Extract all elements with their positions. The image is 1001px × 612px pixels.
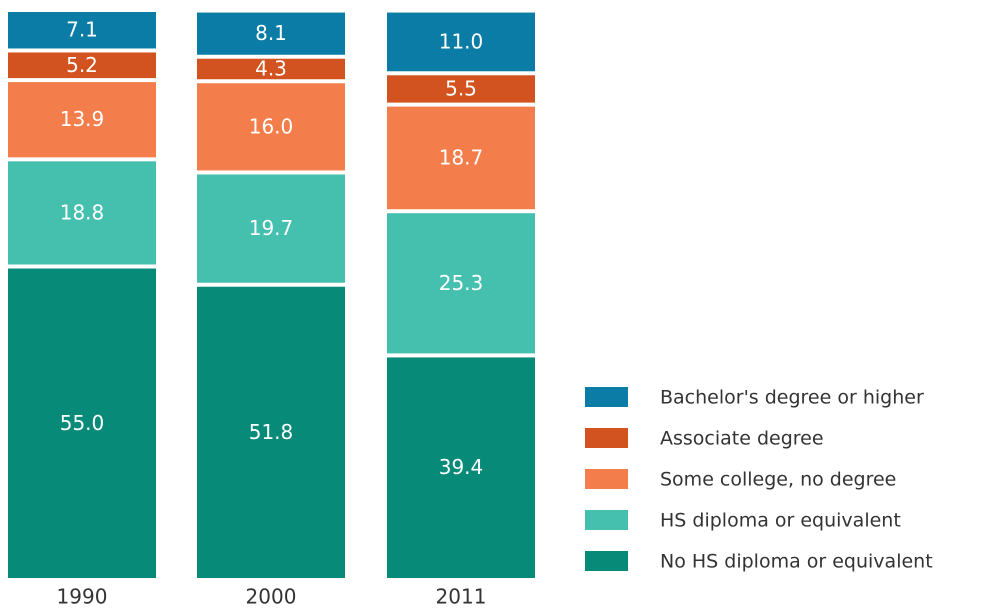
value-label: 7.1 bbox=[66, 18, 98, 42]
x-tick-label: 2011 bbox=[436, 585, 487, 609]
bar-segment bbox=[8, 268, 156, 578]
legend-label: Bachelor's degree or higher bbox=[660, 387, 924, 409]
bar-segment bbox=[387, 106, 535, 210]
bar-segment bbox=[8, 161, 156, 265]
legend-swatch bbox=[585, 510, 628, 530]
legend-label: Associate degree bbox=[660, 428, 824, 450]
legend-swatch bbox=[585, 428, 628, 448]
value-label: 13.9 bbox=[60, 107, 105, 131]
bar-segment bbox=[197, 58, 345, 80]
bar-segment bbox=[197, 286, 345, 578]
value-label: 51.8 bbox=[249, 420, 294, 444]
value-label: 11.0 bbox=[439, 29, 484, 53]
bar-segment bbox=[8, 12, 156, 49]
x-tick-label: 2000 bbox=[246, 585, 297, 609]
legend-swatch bbox=[585, 469, 628, 489]
bar-segment bbox=[197, 12, 345, 55]
value-label: 8.1 bbox=[255, 21, 287, 45]
value-label: 19.7 bbox=[249, 216, 294, 240]
value-label: 18.7 bbox=[439, 145, 484, 169]
bar-segment bbox=[8, 52, 156, 79]
value-label: 25.3 bbox=[439, 271, 484, 295]
value-label: 4.3 bbox=[255, 56, 287, 80]
legend-swatch bbox=[585, 387, 628, 407]
value-label: 18.8 bbox=[60, 200, 105, 224]
legend-label: Some college, no degree bbox=[660, 469, 896, 491]
bar-segment bbox=[387, 12, 535, 72]
bar-segment bbox=[387, 357, 535, 578]
legend-label: No HS diploma or equivalent bbox=[660, 551, 933, 573]
x-tick-label: 1990 bbox=[57, 585, 108, 609]
bar-segment bbox=[197, 83, 345, 171]
value-label: 55.0 bbox=[60, 411, 105, 435]
bar-segment bbox=[387, 75, 535, 103]
bar-segment bbox=[197, 174, 345, 283]
legend-label: HS diploma or equivalent bbox=[660, 510, 901, 532]
value-label: 39.4 bbox=[439, 455, 484, 479]
value-label: 16.0 bbox=[249, 114, 294, 138]
bar-segment bbox=[387, 213, 535, 354]
value-label: 5.2 bbox=[66, 53, 98, 77]
bar-segment bbox=[8, 82, 156, 158]
legend-swatch bbox=[585, 551, 628, 571]
value-label: 5.5 bbox=[445, 76, 477, 100]
